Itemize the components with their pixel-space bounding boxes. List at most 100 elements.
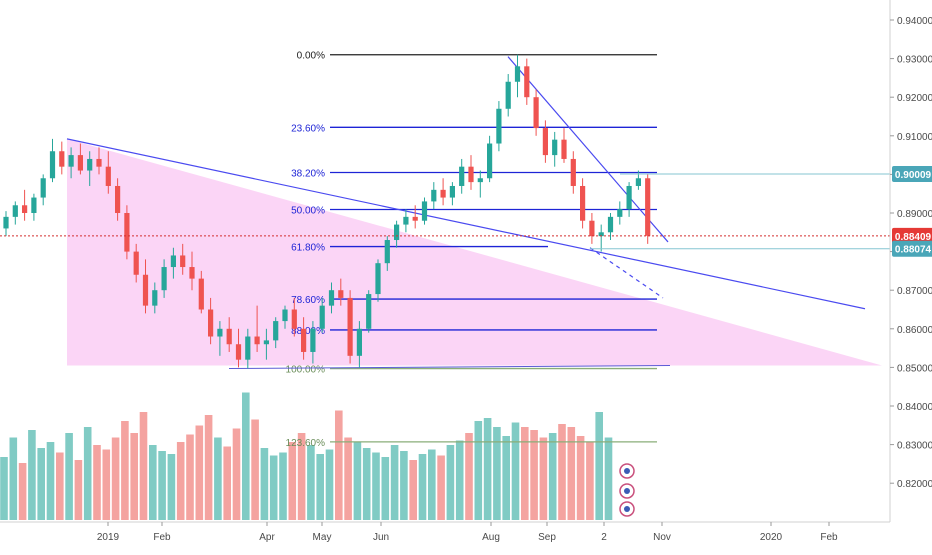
volume-bars (0, 392, 613, 520)
candle-body (375, 263, 381, 295)
candle-body (245, 336, 251, 360)
volume-bar (325, 449, 334, 520)
volume-bar (223, 446, 231, 520)
candle-body (347, 297, 353, 356)
y-tick-label: 0.82000 (897, 479, 932, 490)
volume-bar (130, 433, 138, 520)
volume-bar (483, 418, 492, 520)
volume-bar (251, 419, 259, 520)
candle-body (412, 216, 418, 221)
candle-body (431, 189, 437, 202)
candle-body (161, 267, 167, 291)
volume-bar (502, 436, 510, 520)
fib-level-label: 123.60% (286, 438, 326, 449)
candle-body (124, 213, 130, 252)
candle-body (580, 185, 586, 221)
candle-body (356, 328, 362, 356)
candle-body (254, 336, 260, 345)
volume-bar (586, 442, 594, 520)
candle-body (617, 209, 623, 217)
price-axis[interactable]: 0.940000.930000.920000.910000.900000.890… (889, 0, 932, 550)
volume-bar (195, 425, 204, 520)
volume-bar (204, 415, 213, 520)
candle-body (328, 290, 335, 306)
volume-bar (558, 424, 566, 520)
volume-bar (279, 452, 287, 520)
volume-bar (474, 421, 483, 520)
descending-trendline (66, 138, 866, 310)
volume-bar (214, 437, 222, 520)
y-tick-label: 0.84000 (897, 402, 932, 413)
volume-bar (465, 433, 473, 520)
fib-level-label: 23.60% (291, 123, 325, 134)
volume-bar (455, 440, 464, 520)
volume-bar (437, 455, 445, 520)
x-tick-label: Sep (538, 532, 556, 543)
candle-body (533, 97, 539, 129)
candle-body (384, 240, 390, 264)
candle-body (198, 278, 204, 310)
fib-level-label: 50.00% (291, 206, 325, 217)
volume-bar (56, 452, 64, 520)
candle-body (301, 328, 307, 352)
candle-body (152, 290, 158, 306)
volume-bar (149, 445, 157, 520)
x-tick-label: 2019 (97, 532, 120, 543)
candle-body (59, 151, 65, 167)
y-tick-label: 0.86000 (897, 325, 932, 336)
volume-bar (400, 451, 408, 520)
x-tick-label: 2020 (760, 532, 783, 543)
volume-bar (493, 427, 501, 520)
volume-bar (316, 454, 324, 520)
price-badge (892, 240, 932, 257)
time-axis[interactable]: 2019 Feb Apr May Jun Aug Sep 2 Nov 2020 Feb (0, 521, 890, 543)
volume-bar (381, 457, 390, 520)
x-tick-label: Apr (259, 532, 275, 543)
candle-body (468, 166, 474, 183)
triangle-pattern (67, 138, 882, 366)
candle-body (524, 66, 530, 98)
volume-bar (576, 436, 585, 520)
volume-bar (74, 460, 83, 520)
y-tick-label: 0.94000 (897, 16, 932, 27)
candle-body (552, 139, 558, 156)
volume-bar (446, 445, 455, 520)
candle-body (217, 328, 223, 337)
event-markers[interactable] (619, 463, 635, 517)
candle-body (338, 290, 344, 298)
volume-bar (121, 421, 129, 520)
volume-bar (176, 442, 185, 520)
y-tick-label: 0.91000 (897, 132, 932, 143)
volume-bar (595, 412, 603, 520)
candle-body (421, 201, 428, 221)
fib-level-label: 61.80% (291, 243, 325, 254)
candle-body (607, 216, 614, 233)
candle-body (561, 139, 567, 159)
candle-body (273, 321, 279, 341)
flag-icon (624, 488, 630, 494)
candle-body (598, 232, 604, 237)
volume-bar (186, 434, 194, 520)
fib-level-label: 38.20% (291, 168, 325, 179)
candle-body (645, 178, 651, 236)
volume-bar (242, 392, 250, 520)
candle-body (505, 81, 511, 109)
candle-body (142, 274, 149, 306)
volume-bar (0, 457, 8, 520)
candle-body (22, 205, 28, 213)
candle-body (514, 66, 521, 82)
candle-body (3, 216, 9, 229)
volume-bar (46, 442, 55, 520)
y-tick-label: 0.87000 (897, 286, 932, 297)
volume-bar (297, 433, 306, 520)
candle-body (282, 309, 288, 322)
volume-bar (567, 427, 576, 520)
volume-bar (269, 455, 278, 520)
volume-bar (604, 437, 613, 520)
candle-body (477, 178, 483, 183)
volume-bar (344, 437, 352, 520)
candle-body (403, 216, 409, 225)
price-badges: 0.90009 0.88409 0.88074 (892, 166, 932, 257)
candle-body (208, 309, 214, 337)
